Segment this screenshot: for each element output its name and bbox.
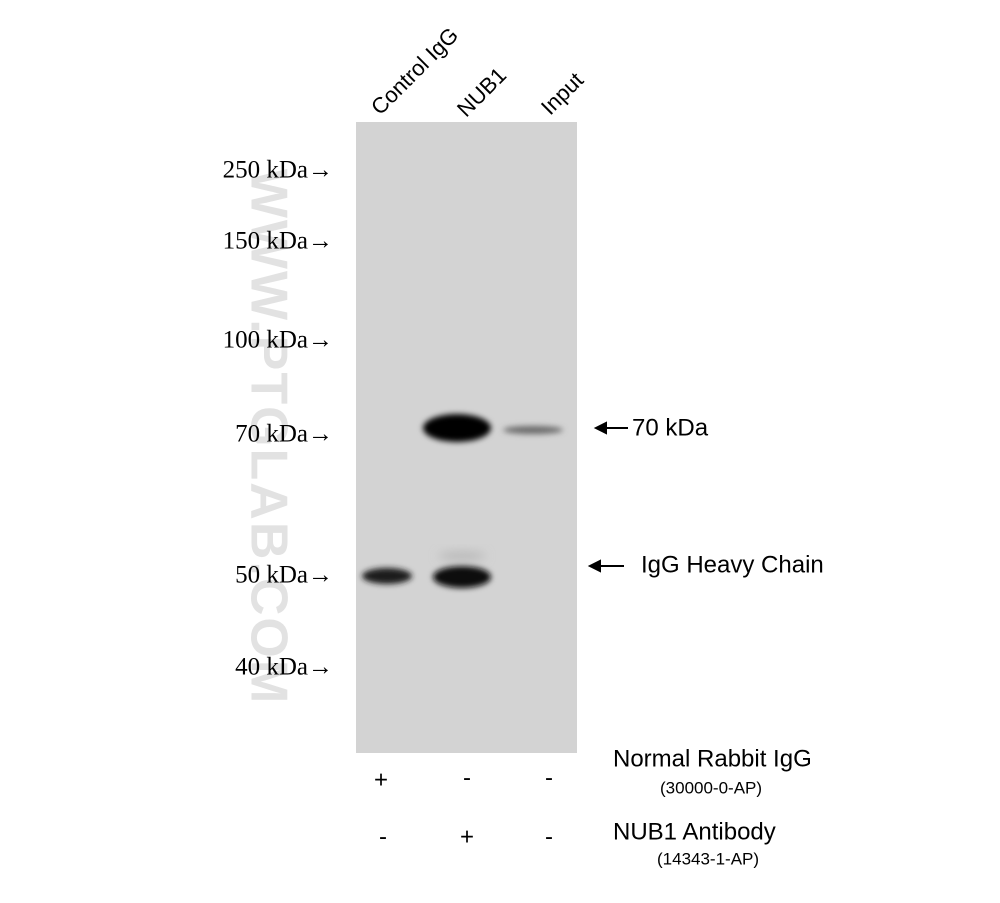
band (423, 414, 491, 442)
band-annotation: 70 kDa (632, 414, 709, 441)
lane-label: NUB1 (452, 62, 511, 121)
band (503, 426, 563, 434)
treatment-sign: - (463, 764, 471, 791)
treatment-label: NUB1 Antibody (613, 818, 776, 845)
marker-label: 150 kDa→ (223, 228, 333, 255)
bands (362, 414, 563, 588)
marker-label: 40 kDa→ (235, 654, 333, 681)
lane-label: Input (536, 67, 588, 119)
band (433, 566, 491, 588)
treatment-label: Normal Rabbit IgG (613, 745, 812, 772)
band (362, 568, 412, 584)
treatment-sign: - (379, 823, 387, 850)
band (438, 552, 486, 560)
treatment-sign: - (545, 823, 553, 850)
treatment-sign: + (374, 766, 388, 793)
band-annotation: IgG Heavy Chain (641, 551, 824, 578)
marker-label: 70 kDa→ (235, 421, 333, 448)
marker-label: 50 kDa→ (235, 562, 333, 589)
catalog-number: (14343-1-AP) (657, 849, 759, 868)
treatment-sign: - (545, 764, 553, 791)
marker-label: 250 kDa→ (223, 157, 333, 184)
catalog-number: (30000-0-AP) (660, 778, 762, 797)
annotation-arrows (587, 421, 628, 573)
treatment-sign: + (460, 823, 474, 850)
marker-label: 100 kDa→ (223, 327, 333, 354)
watermark: WWW.PTGLAB.COM (239, 169, 297, 705)
lane-label: Control IgG (366, 22, 463, 119)
